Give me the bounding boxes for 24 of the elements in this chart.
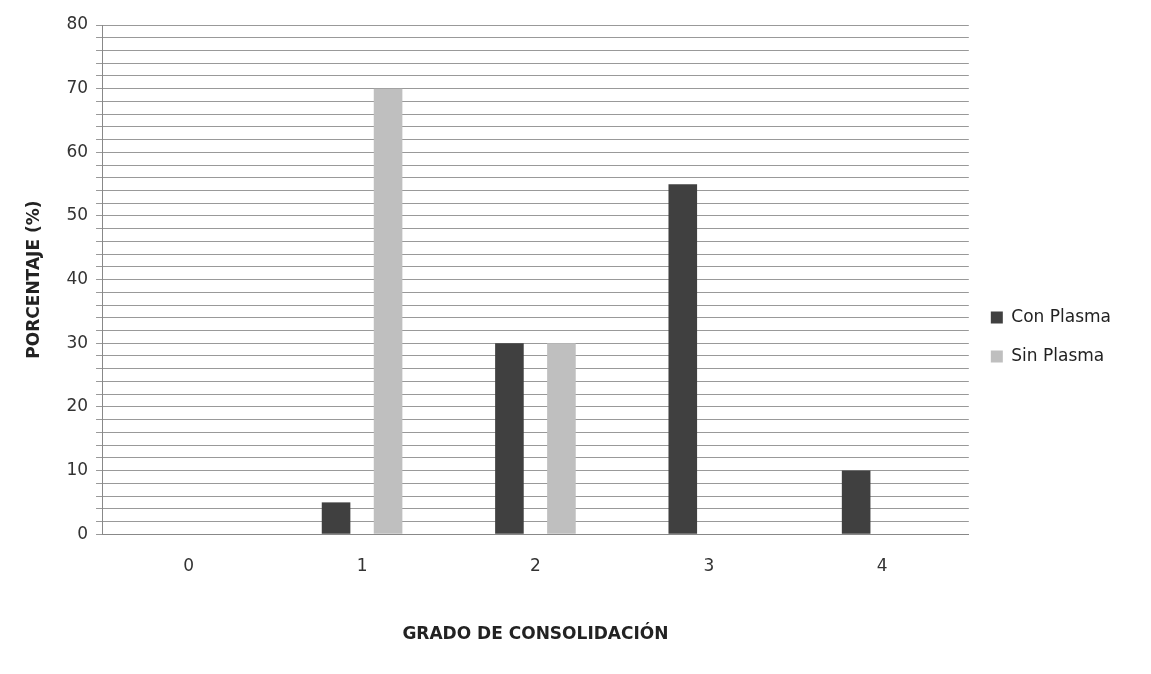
y-tick-label: 10: [66, 458, 89, 479]
bar: [841, 470, 871, 534]
y-tick-label: 0: [77, 522, 89, 543]
y-tick-label: 50: [66, 204, 89, 225]
x-tick-label: 3: [703, 554, 715, 575]
y-tick-label: 60: [66, 140, 89, 161]
y-tick-label: 40: [66, 268, 89, 289]
y-tick-label: 70: [66, 77, 89, 98]
x-tick-label: 0: [183, 554, 195, 575]
bar: [547, 343, 576, 534]
y-tick-label: 30: [66, 331, 89, 352]
x-tick-label: 4: [876, 554, 888, 575]
bar: [373, 88, 403, 534]
legend-label: Sin Plasma: [1011, 344, 1105, 365]
y-tick-label: 20: [66, 395, 89, 416]
legend-label: Con Plasma: [1011, 305, 1112, 326]
x-tick-label: 1: [356, 554, 368, 575]
bar: [668, 184, 698, 534]
x-axis-title: GRADO DE CONSOLIDACIÓN: [402, 622, 669, 644]
bar: [321, 502, 351, 534]
y-axis-title: PORCENTAJE (%): [22, 200, 43, 359]
y-tick-label: 80: [66, 13, 89, 34]
x-tick-label: 2: [530, 554, 541, 575]
bar: [495, 343, 524, 534]
